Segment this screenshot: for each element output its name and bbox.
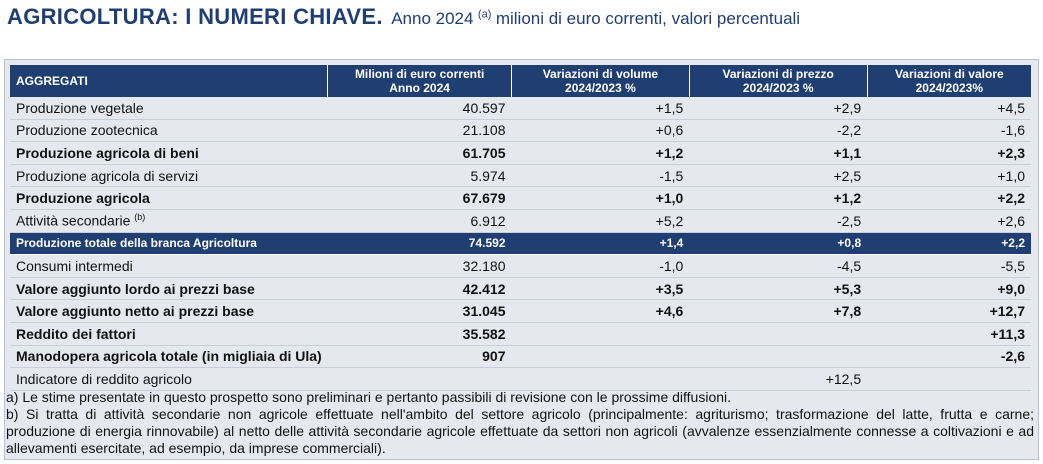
cell-volume: +5,2	[511, 209, 690, 233]
cell-value: 40.597	[327, 97, 512, 120]
footnote-ref: (b)	[134, 212, 146, 223]
cell-value-change: +11,3	[867, 322, 1031, 346]
cell-value-change	[867, 367, 1031, 391]
cell-price: -4,5	[689, 254, 868, 278]
cell-value-change: +2,2	[867, 232, 1031, 256]
table-header-row: AGGREGATI Milioni di euro correnti Anno 2…	[10, 65, 1031, 97]
table-row: Valore aggiunto netto ai prezzi base 31.0…	[10, 299, 1031, 323]
table-row: Attività secondarie (b) 6.912 +5,2 -2,5 +2,6	[10, 209, 1031, 233]
footnote-b: b) Si tratta di attività secondarie non …	[6, 406, 1034, 456]
cell-volume: +1,2	[511, 141, 690, 165]
row-label: Valore aggiunto lordo ai prezzi base	[10, 277, 328, 301]
cell-price: +1,2	[689, 186, 868, 210]
key-figures-table: AGGREGATI Milioni di euro correnti Anno 2…	[10, 65, 1031, 391]
cell-price	[689, 322, 868, 346]
cell-volume	[511, 322, 690, 346]
table-row: Reddito dei fattori 35.582 +11,3	[10, 322, 1031, 346]
cell-price: +5,3	[689, 277, 868, 301]
cell-volume: -1,5	[511, 164, 690, 188]
cell-value: 35.582	[327, 322, 512, 346]
table-row: Produzione agricola 67.679 +1,0 +1,2 +2,2	[10, 186, 1031, 210]
header-milioni: Milioni di euro correnti Anno 2024	[327, 65, 512, 97]
row-label: Consumi intermedi	[10, 254, 328, 278]
cell-volume: +4,6	[511, 299, 690, 323]
cell-volume: +3,5	[511, 277, 690, 301]
table-row: Produzione agricola di beni 61.705 +1,2 +1,…	[10, 141, 1031, 165]
cell-price: +12,5	[689, 367, 868, 391]
cell-volume: -1,0	[511, 254, 690, 278]
cell-value: 74.592	[327, 232, 512, 256]
cell-value-change: +2,3	[867, 141, 1031, 165]
cell-value: 21.108	[327, 119, 512, 143]
cell-price: -2,5	[689, 209, 868, 233]
table-row: Produzione vegetale 40.597 +1,5 +2,9 +4,5	[10, 97, 1031, 120]
header-aggregati: AGGREGATI	[10, 65, 328, 97]
cell-value: 6.912	[327, 209, 512, 233]
cell-value-change: +12,7	[867, 299, 1031, 323]
table-row: Indicatore di reddito agricolo +12,5	[10, 367, 1031, 391]
table-row: Produzione totale della branca Agricoltu…	[10, 232, 1031, 256]
cell-value-change: +1,0	[867, 164, 1031, 188]
page-title: AGRICOLTURA: I NUMERI CHIAVE. Anno 2024 …	[7, 4, 800, 30]
table-row: Produzione zootecnica 21.108 +0,6 -2,2 -1,6	[10, 119, 1031, 143]
cell-value-change: +2,2	[867, 186, 1031, 210]
row-label: Produzione agricola di servizi	[10, 164, 328, 188]
cell-value-change: +9,0	[867, 277, 1031, 301]
cell-price: +7,8	[689, 299, 868, 323]
title-main: AGRICOLTURA: I NUMERI CHIAVE.	[7, 4, 383, 29]
row-label: Produzione zootecnica	[10, 119, 328, 143]
cell-volume: +1,4	[511, 232, 690, 256]
cell-value: 31.045	[327, 299, 512, 323]
row-label: Produzione agricola di beni	[10, 141, 328, 165]
header-valore: Variazioni di valore 2024/2023%	[866, 65, 1031, 97]
row-label: Manodopera agricola totale (in migliaia …	[10, 345, 328, 369]
cell-value: 67.679	[327, 186, 512, 210]
cell-value-change: -5,5	[867, 254, 1031, 278]
row-label: Produzione totale della branca Agricoltu…	[10, 232, 328, 256]
title-units: milioni di euro correnti, valori percent…	[495, 9, 801, 28]
cell-value-change: +4,5	[867, 97, 1031, 120]
cell-value-change: -1,6	[867, 119, 1031, 143]
cell-price: +0,8	[689, 232, 868, 256]
cell-volume: +1,5	[511, 97, 690, 120]
cell-volume: +1,0	[511, 186, 690, 210]
cell-price: +2,5	[689, 164, 868, 188]
cell-value: 907	[327, 345, 512, 369]
footnote-a: a) Le stime presentate in questo prospet…	[6, 389, 732, 405]
cell-value: 5.974	[327, 164, 512, 188]
row-label: Indicatore di reddito agricolo	[10, 367, 328, 391]
cell-value: 61.705	[327, 141, 512, 165]
cell-price	[689, 345, 868, 369]
header-volume: Variazioni di volume 2024/2023 %	[511, 65, 690, 97]
row-label: Produzione agricola	[10, 186, 328, 210]
table-row: Produzione agricola di servizi 5.974 -1,5 +…	[10, 164, 1031, 188]
cell-value: 32.180	[327, 254, 512, 278]
row-label: Valore aggiunto netto ai prezzi base	[10, 299, 328, 323]
table-row: Consumi intermedi 32.180 -1,0 -4,5 -5,5	[10, 254, 1031, 278]
cell-value-change: +2,6	[867, 209, 1031, 233]
row-label: Produzione vegetale	[10, 97, 328, 120]
header-prezzo: Variazioni di prezzo 2024/2023 %	[688, 65, 868, 97]
title-year: Anno 2024	[391, 9, 474, 28]
footnotes: a) Le stime presentate in questo prospet…	[6, 389, 1034, 457]
cell-price: -2,2	[689, 119, 868, 143]
title-footnote-ref: (a)	[477, 8, 492, 21]
table-row: Valore aggiunto lordo ai prezzi base 42.4…	[10, 277, 1031, 301]
cell-volume	[511, 345, 690, 369]
table-row: Manodopera agricola totale (in migliaia …	[10, 345, 1031, 369]
row-label: Attività secondarie (b)	[10, 209, 328, 233]
cell-volume: +0,6	[511, 119, 690, 143]
cell-value	[327, 367, 512, 391]
cell-volume	[511, 367, 690, 391]
cell-value: 42.412	[327, 277, 512, 301]
row-label: Reddito dei fattori	[10, 322, 328, 346]
cell-value-change: -2,6	[867, 345, 1031, 369]
cell-price: +2,9	[689, 97, 868, 120]
cell-price: +1,1	[689, 141, 868, 165]
